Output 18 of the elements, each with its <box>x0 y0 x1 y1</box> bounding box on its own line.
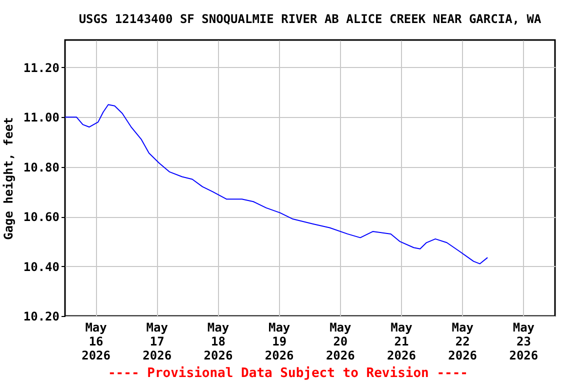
y-tick-label: 10.20 <box>23 310 60 324</box>
x-tick-label: May 23 2026 <box>509 320 538 362</box>
x-tick-label: May 17 2026 <box>142 320 172 362</box>
y-tick-label: 11.00 <box>23 110 60 125</box>
y-axis-title: Gage height, feet <box>1 117 16 240</box>
x-tick-label: May 18 2026 <box>204 320 233 362</box>
y-tick-label: 10.60 <box>23 210 60 224</box>
y-tick-label: 11.20 <box>23 60 60 75</box>
y-tick-label: 10.80 <box>23 160 60 174</box>
chart-title: USGS 12143400 SF SNOQUALMIE RIVER AB ALICE CREEK NEAR GARCIA, WA <box>78 12 542 26</box>
x-tick-label: May 16 2026 <box>82 320 110 362</box>
x-tick-label: May 21 2026 <box>387 320 416 362</box>
line-series <box>64 104 488 264</box>
text: ---- Provisional Data Subject to Revision ---- <box>106 366 470 381</box>
x-tick-label: May 19 2026 <box>264 320 294 362</box>
x-tick-label: May 20 2026 <box>326 320 355 362</box>
y-tick-label: 10.40 <box>23 260 60 274</box>
x-tick-label: May 22 2026 <box>448 320 478 362</box>
